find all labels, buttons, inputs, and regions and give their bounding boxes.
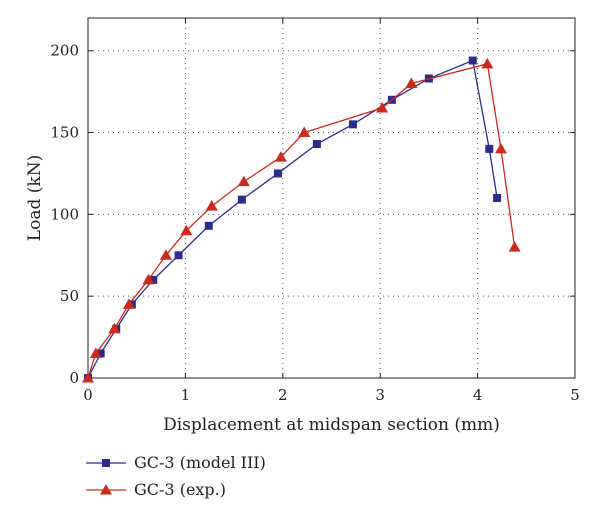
data-point: [485, 144, 494, 153]
y-tick-label: 100: [50, 205, 79, 223]
y-tick-label: 0: [69, 369, 79, 387]
data-point: [142, 273, 155, 285]
x-tick-label: 4: [473, 386, 483, 404]
data-point: [312, 140, 321, 148]
data-point: [274, 151, 287, 162]
data-point: [468, 56, 477, 65]
data-point: [493, 194, 502, 202]
data-point: [376, 102, 389, 113]
y-tick-label: 50: [60, 287, 79, 305]
legend-label: GC-3 (exp.): [134, 480, 226, 499]
data-point: [204, 221, 213, 230]
data-point: [159, 249, 172, 260]
data-point: [348, 120, 357, 129]
data-point: [237, 195, 246, 204]
legend-marker: [100, 484, 112, 495]
legend-label: GC-3 (model III): [134, 453, 266, 472]
data-point: [122, 298, 135, 309]
x-tick-label: 1: [181, 386, 191, 404]
data-point: [174, 251, 183, 260]
y-axis-label: Load (kN): [25, 155, 45, 241]
data-point: [149, 275, 158, 284]
data-point: [96, 349, 105, 358]
x-tick-label: 5: [570, 386, 580, 404]
data-point: [180, 224, 193, 236]
y-tick-label: 150: [50, 124, 79, 142]
data-point: [273, 169, 282, 178]
data-point: [205, 200, 218, 211]
series-1: [84, 56, 502, 382]
legend-item: GC-3 (exp.): [86, 480, 226, 499]
data-point: [237, 175, 250, 187]
plot-frame: [87, 17, 576, 379]
x-tick-label: 0: [83, 386, 93, 404]
data-point: [405, 77, 418, 88]
series-line: [87, 59, 498, 379]
x-tick-label: 3: [375, 386, 385, 404]
x-tick-label: 2: [278, 386, 288, 404]
data-point: [108, 322, 121, 334]
data-series: [82, 56, 521, 383]
y-tick-label: 200: [50, 42, 79, 60]
data-point: [89, 347, 102, 358]
data-point: [508, 241, 521, 252]
data-point: [82, 372, 94, 383]
grid-lines: [88, 18, 575, 378]
data-point: [298, 126, 311, 138]
x-axis-label: Displacement at midspan section (mm): [163, 415, 500, 435]
legend-item: GC-3 (model III): [86, 453, 266, 472]
data-point: [494, 142, 507, 154]
legend-marker: [102, 459, 110, 467]
series-2: [82, 57, 521, 383]
data-point: [481, 57, 494, 69]
legend: GC-3 (model III) GC-3 (exp.): [86, 453, 266, 499]
series-line: [87, 63, 516, 379]
